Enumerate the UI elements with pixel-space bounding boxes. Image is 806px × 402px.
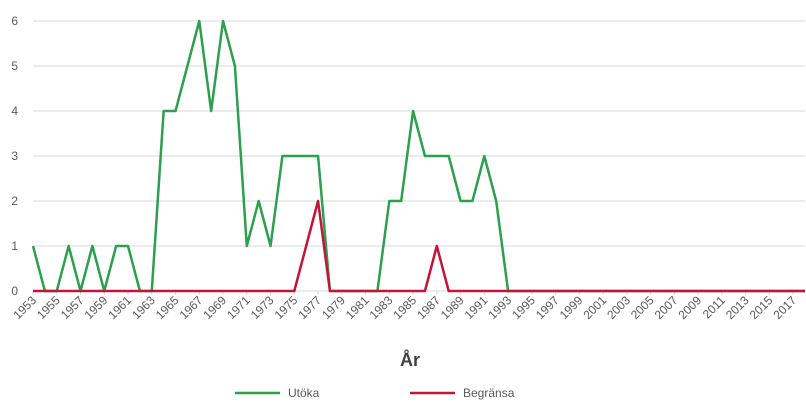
x-tick-label: 1975 [272,293,301,322]
x-tick-label: 2003 [604,293,633,322]
y-tick-label: 2 [11,194,18,208]
x-tick-label: 1959 [82,293,111,322]
y-tick-label: 4 [11,104,18,118]
x-axis-label: År [400,350,420,370]
y-tick-label: 1 [11,239,18,253]
x-tick-label: 2007 [652,293,681,322]
x-tick-label: 1971 [224,293,253,322]
x-tick-label: 1973 [248,293,277,322]
x-tick-label: 2015 [747,293,776,322]
y-tick-label: 6 [11,14,18,28]
x-tick-label: 1993 [485,293,514,322]
series-line [33,199,805,293]
x-tick-label: 1979 [319,293,348,322]
x-tick-label: 1965 [153,293,182,322]
x-tick-label: 1991 [462,293,491,322]
legend-label: Begränsa [463,386,515,400]
x-tick-label: 2011 [700,293,728,321]
x-tick-label: 1981 [343,293,372,322]
x-tick-label: 2009 [675,293,704,322]
x-tick-label: 1987 [414,293,443,322]
x-tick-label: 1957 [58,293,87,322]
y-tick-label: 3 [11,149,18,163]
x-tick-label: 1969 [200,293,229,322]
legend-label: Utöka [288,386,320,400]
x-tick-label: 1967 [177,293,206,322]
x-tick-label: 1983 [367,293,396,322]
y-tick-label: 0 [11,284,18,298]
x-tick-label: 2005 [628,293,657,322]
x-tick-label: 1995 [509,293,538,322]
x-tick-label: 1997 [533,293,562,322]
x-tick-label: 2013 [723,293,752,322]
y-tick-label: 5 [11,59,18,73]
x-tick-label: 1961 [105,293,134,322]
x-tick-label: 1999 [557,293,586,322]
x-tick-label: 2017 [770,293,799,322]
x-tick-label: 1977 [295,293,324,322]
x-tick-label: 1963 [129,293,158,322]
x-tick-label: 2001 [580,293,609,322]
x-tick-label: 1955 [34,293,63,322]
x-tick-label: 1985 [390,293,419,322]
x-tick-label: 1989 [438,293,467,322]
